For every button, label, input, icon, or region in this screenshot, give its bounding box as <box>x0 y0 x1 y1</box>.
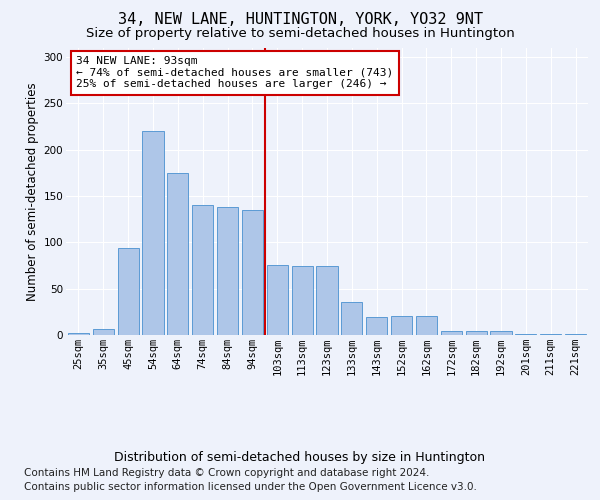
Bar <box>68 333 89 335</box>
Text: Distribution of semi-detached houses by size in Huntington: Distribution of semi-detached houses by … <box>115 451 485 464</box>
Bar <box>167 172 188 335</box>
Bar <box>565 334 586 335</box>
Bar <box>515 334 536 335</box>
Bar <box>93 330 114 335</box>
Bar <box>490 332 512 335</box>
Bar <box>142 131 164 335</box>
Bar <box>267 264 288 335</box>
Bar <box>540 334 561 335</box>
Bar <box>416 316 437 335</box>
Bar <box>466 332 487 335</box>
Y-axis label: Number of semi-detached properties: Number of semi-detached properties <box>26 82 40 300</box>
Bar <box>316 266 338 335</box>
Bar <box>366 318 387 335</box>
Bar <box>292 266 313 335</box>
Text: 34, NEW LANE, HUNTINGTON, YORK, YO32 9NT: 34, NEW LANE, HUNTINGTON, YORK, YO32 9NT <box>118 12 482 28</box>
Bar <box>192 205 213 335</box>
Bar <box>242 210 263 335</box>
Text: Contains public sector information licensed under the Open Government Licence v3: Contains public sector information licen… <box>24 482 477 492</box>
Text: Contains HM Land Registry data © Crown copyright and database right 2024.: Contains HM Land Registry data © Crown c… <box>24 468 430 477</box>
Text: 34 NEW LANE: 93sqm
← 74% of semi-detached houses are smaller (743)
25% of semi-d: 34 NEW LANE: 93sqm ← 74% of semi-detache… <box>76 56 394 90</box>
Bar <box>341 302 362 335</box>
Bar <box>391 316 412 335</box>
Bar <box>441 332 462 335</box>
Text: Size of property relative to semi-detached houses in Huntington: Size of property relative to semi-detach… <box>86 28 514 40</box>
Bar <box>217 207 238 335</box>
Bar <box>118 248 139 335</box>
